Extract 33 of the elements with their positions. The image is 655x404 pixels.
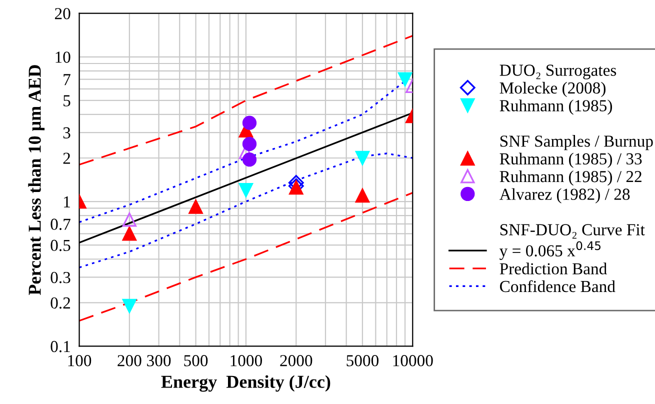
legend-label: SNF-DUO₂ Curve Fit	[500, 224, 645, 239]
y-tick-label: 10	[56, 52, 70, 63]
y-tick-label: 0.7	[50, 218, 70, 230]
x-tick-label: 200	[118, 355, 142, 366]
legend-label: SNF Samples / Burnup	[500, 135, 653, 150]
x-tick-label: 1000	[230, 355, 262, 366]
legend-label: Molecke (2008)	[500, 82, 606, 98]
y-tick-label: 0.1	[50, 340, 70, 352]
y-tick-label: 2	[63, 152, 70, 164]
x-tick-label: 100	[68, 355, 92, 366]
x-tick-label: 500	[184, 355, 208, 366]
legend-label: Prediction Band	[500, 262, 607, 274]
legend-label: Alvarez (1982) / 28	[499, 188, 630, 204]
y-tick-label: 20	[54, 8, 70, 20]
y-tick-label: 7	[64, 74, 70, 86]
legend-label: Confidence Band	[500, 280, 616, 292]
legend-label: y = 0.065 x$^{0.45}$	[500, 241, 600, 260]
legend-label: Ruhmann (1985) / 33	[500, 152, 642, 168]
y-tick-label: 0.3	[50, 272, 70, 284]
x-tick-label: 10000	[393, 355, 433, 366]
y-tick-label: 3	[63, 127, 70, 138]
y-axis-title: Percent Less than 10 μm AED	[28, 65, 45, 296]
y-tick-label: 1	[64, 196, 70, 208]
legend-label: Ruhmann (1985) / 22	[500, 170, 642, 186]
y-tick-label: 0.5	[50, 240, 70, 252]
y-tick-label: 5	[64, 95, 70, 106]
y-tick-label: 0.2	[50, 297, 70, 309]
x-tick-label: 2000	[280, 355, 312, 366]
x-axis-title: Energy Density (J/cc)	[161, 375, 330, 392]
legend-label: DUO₂ Surrogates	[500, 64, 616, 80]
legend-label: Ruhmann (1985)	[500, 100, 612, 115]
x-tick-label: 5000	[346, 355, 378, 366]
x-tick-label: 300	[147, 355, 171, 366]
